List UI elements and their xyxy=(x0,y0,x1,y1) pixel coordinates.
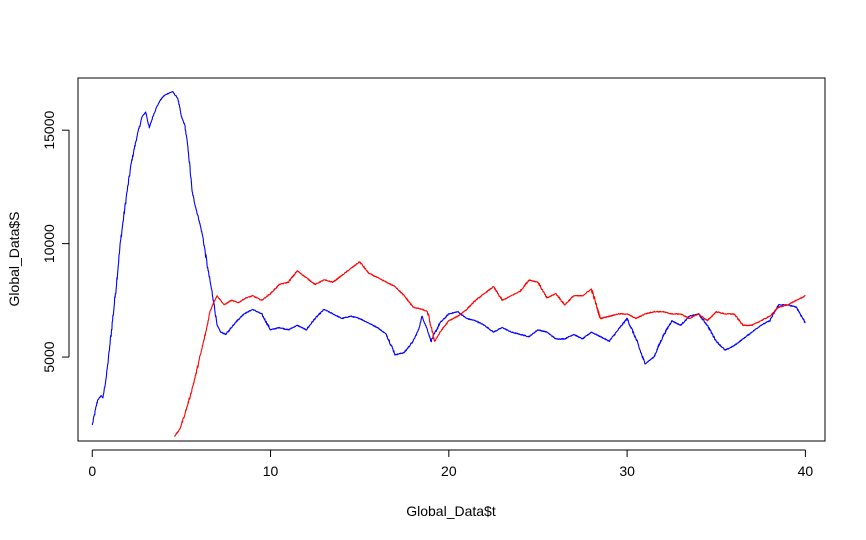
y-tick-label: 15000 xyxy=(41,111,57,150)
plot-frame xyxy=(77,77,826,442)
y-axis: 5000 10000 15000 xyxy=(41,111,70,373)
x-tick-label: 10 xyxy=(263,463,279,479)
series-line-1 xyxy=(91,91,806,426)
x-tick-label: 40 xyxy=(798,463,814,479)
x-tick-label: 20 xyxy=(441,463,457,479)
x-axis: 0 10 20 30 40 xyxy=(88,449,814,479)
x-axis-title: Global_Data$t xyxy=(406,503,496,519)
y-axis-title: Global_Data$S xyxy=(6,212,22,307)
x-tick-label: 0 xyxy=(88,463,96,479)
y-tick-label: 5000 xyxy=(41,341,57,372)
y-tick-label: 10000 xyxy=(41,224,57,263)
series-layer xyxy=(91,91,806,437)
x-tick-label: 30 xyxy=(619,463,635,479)
series-line-2 xyxy=(173,261,806,437)
